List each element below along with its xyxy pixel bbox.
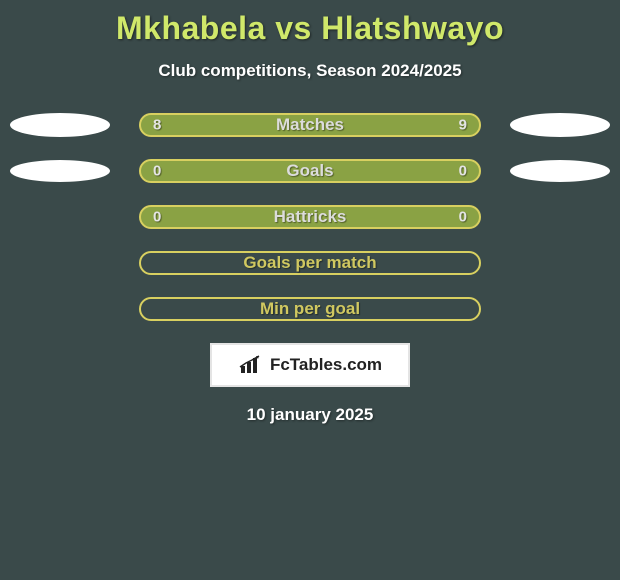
stat-row: Min per goal	[0, 297, 620, 321]
stat-left-value: 0	[153, 209, 161, 226]
comparison-infographic: Mkhabela vs Hlatshwayo Club competitions…	[0, 0, 620, 580]
stat-right-value: 0	[459, 209, 467, 226]
left-ellipse	[10, 113, 110, 137]
stat-left-value: 0	[153, 163, 161, 180]
stat-row: 8 Matches 9	[0, 113, 620, 137]
stat-label: Min per goal	[260, 299, 360, 319]
stat-label: Goals	[286, 161, 333, 181]
stat-bar: 0 Goals 0	[139, 159, 481, 183]
stat-bar: 8 Matches 9	[139, 113, 481, 137]
page-title: Mkhabela vs Hlatshwayo	[116, 10, 504, 47]
stat-row: Goals per match	[0, 251, 620, 275]
stat-row: 0 Hattricks 0	[0, 205, 620, 229]
left-ellipse	[10, 160, 110, 182]
stat-right-value: 9	[459, 117, 467, 134]
bar-chart-icon	[238, 355, 264, 375]
stat-label: Hattricks	[274, 207, 347, 227]
logo-text: FcTables.com	[270, 355, 382, 375]
stat-left-value: 8	[153, 117, 161, 134]
stat-right-value: 0	[459, 163, 467, 180]
stat-row: 0 Goals 0	[0, 159, 620, 183]
page-subtitle: Club competitions, Season 2024/2025	[158, 61, 461, 81]
stat-rows: 8 Matches 9 0 Goals 0 0 Hattricks 0	[0, 113, 620, 321]
stat-bar: Goals per match	[139, 251, 481, 275]
logo-box: FcTables.com	[210, 343, 410, 387]
right-ellipse	[510, 160, 610, 182]
stat-bar: 0 Hattricks 0	[139, 205, 481, 229]
stat-bar: Min per goal	[139, 297, 481, 321]
date-text: 10 january 2025	[247, 405, 374, 425]
stat-label: Matches	[276, 115, 344, 135]
stat-label: Goals per match	[243, 253, 376, 273]
right-ellipse	[510, 113, 610, 137]
